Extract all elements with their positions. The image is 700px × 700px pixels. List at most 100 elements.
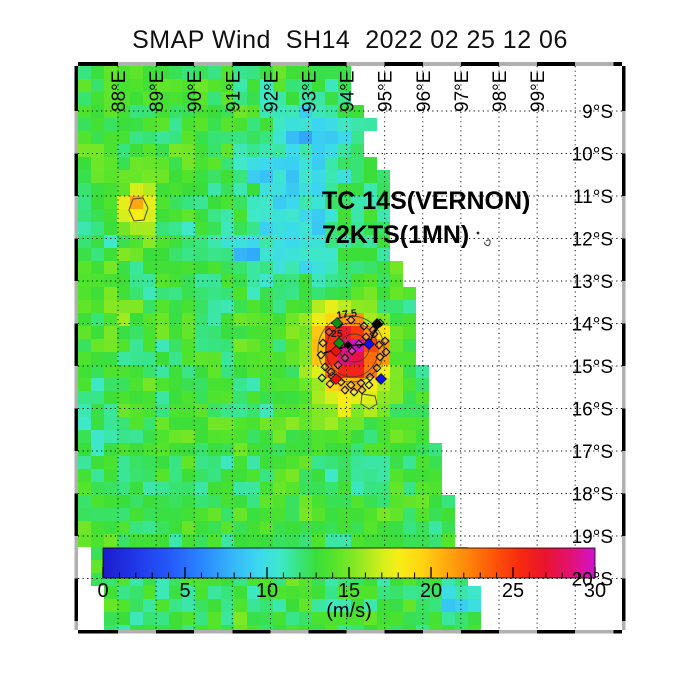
fix-filled-diamond-marker bbox=[371, 318, 383, 330]
fix-open-diamond-marker bbox=[357, 385, 367, 395]
wind-cell bbox=[390, 586, 403, 599]
wind-cell bbox=[364, 222, 377, 235]
wind-cell bbox=[130, 456, 143, 469]
wind-cell bbox=[403, 508, 416, 521]
wind-cell bbox=[104, 66, 117, 79]
wind-cell bbox=[390, 352, 403, 365]
frame-segment bbox=[499, 62, 538, 66]
wind-cell bbox=[117, 482, 130, 495]
wind-cell bbox=[182, 222, 195, 235]
wind-cell bbox=[351, 183, 364, 196]
wind-cell bbox=[390, 417, 403, 430]
wind-cell bbox=[143, 521, 156, 534]
wind-cell bbox=[325, 235, 338, 248]
wind-cell bbox=[221, 222, 234, 235]
wind-cell bbox=[390, 443, 403, 456]
fix-open-diamond-marker bbox=[324, 327, 334, 337]
wind-cell bbox=[182, 79, 195, 92]
wind-cell bbox=[117, 326, 130, 339]
wind-cell bbox=[104, 625, 117, 630]
wind-cell bbox=[78, 482, 91, 495]
wind-cell bbox=[247, 469, 260, 482]
wind-cell bbox=[351, 508, 364, 521]
wind-cell bbox=[247, 456, 260, 469]
wind-cell bbox=[403, 430, 416, 443]
wind-cell bbox=[325, 612, 338, 625]
wind-cell bbox=[91, 287, 104, 300]
wind-cell bbox=[91, 365, 104, 378]
wind-cell bbox=[208, 495, 221, 508]
wind-cell bbox=[208, 482, 221, 495]
wind-cell bbox=[104, 170, 117, 183]
wind-cell bbox=[377, 456, 390, 469]
wind-cell bbox=[78, 508, 91, 521]
wind-cell bbox=[286, 378, 299, 391]
wind-cell bbox=[351, 196, 364, 209]
wind-cell bbox=[104, 183, 117, 196]
wind-cell bbox=[169, 183, 182, 196]
contour-label: 17.5 bbox=[336, 307, 358, 322]
wind-cell bbox=[182, 274, 195, 287]
wind-cell bbox=[273, 443, 286, 456]
wind-cell bbox=[156, 495, 169, 508]
fix-open-diamond-marker bbox=[361, 332, 371, 342]
wind-cell bbox=[312, 274, 325, 287]
wind-cell bbox=[247, 157, 260, 170]
wind-cell bbox=[117, 235, 130, 248]
wind-cell bbox=[78, 313, 91, 326]
wind-cell bbox=[182, 599, 195, 612]
wind-cell bbox=[221, 391, 234, 404]
wind-cell bbox=[299, 144, 312, 157]
wind-cell bbox=[286, 599, 299, 612]
wind-cell bbox=[91, 79, 104, 92]
wind-cell bbox=[104, 378, 117, 391]
lat-label: 9°S bbox=[582, 102, 613, 123]
wind-cell bbox=[143, 339, 156, 352]
wind-cell bbox=[169, 365, 182, 378]
wind-cell bbox=[377, 222, 390, 235]
wind-cell bbox=[273, 235, 286, 248]
wind-cell bbox=[299, 339, 312, 352]
wind-cell bbox=[130, 430, 143, 443]
wind-cell bbox=[143, 235, 156, 248]
wind-cell bbox=[364, 196, 377, 209]
wind-cell bbox=[91, 209, 104, 222]
wind-cell bbox=[260, 183, 273, 196]
wind-cell bbox=[286, 222, 299, 235]
wind-cell bbox=[221, 157, 234, 170]
wind-cell bbox=[195, 469, 208, 482]
wind-cell bbox=[117, 378, 130, 391]
wind-cell bbox=[234, 235, 247, 248]
wind-cell bbox=[325, 391, 338, 404]
wind-cell bbox=[169, 339, 182, 352]
wind-cell bbox=[325, 170, 338, 183]
wind-cell bbox=[208, 391, 221, 404]
wind-cell bbox=[221, 300, 234, 313]
wind-cell bbox=[390, 365, 403, 378]
frame-segment bbox=[270, 62, 309, 66]
wind-cell bbox=[312, 404, 325, 417]
wind-cell bbox=[169, 391, 182, 404]
wind-cell bbox=[299, 612, 312, 625]
wind-cell bbox=[273, 300, 286, 313]
wind-cell bbox=[234, 469, 247, 482]
wind-cell bbox=[117, 274, 130, 287]
wind-cell bbox=[325, 625, 338, 630]
wind-cell bbox=[78, 430, 91, 443]
wind-cell bbox=[247, 508, 260, 521]
wind-cell bbox=[130, 625, 143, 630]
wind-cell bbox=[416, 404, 429, 417]
wind-cell bbox=[377, 612, 390, 625]
wind-cell bbox=[143, 196, 156, 209]
wind-cell bbox=[247, 521, 260, 534]
frame-segment bbox=[422, 630, 461, 634]
wind-cell bbox=[351, 131, 364, 144]
wind-cell bbox=[169, 300, 182, 313]
frame-segment bbox=[622, 323, 626, 366]
wind-cell bbox=[338, 326, 351, 339]
wind-cell bbox=[169, 443, 182, 456]
wind-cell bbox=[364, 599, 377, 612]
wind-cell bbox=[338, 404, 351, 417]
wind-cell bbox=[247, 612, 260, 625]
wind-cell bbox=[130, 391, 143, 404]
